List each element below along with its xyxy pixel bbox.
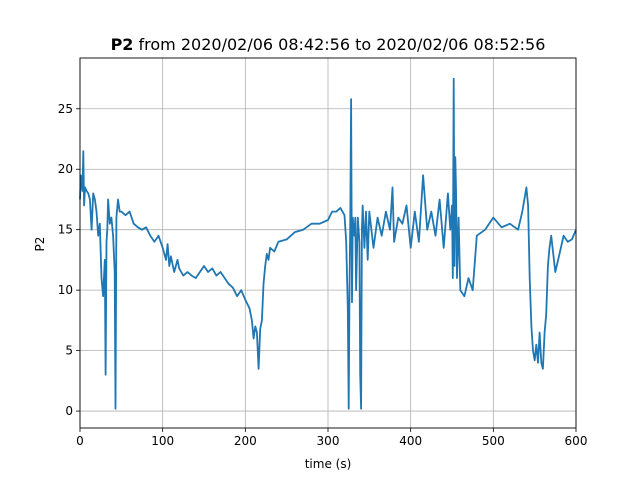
x-tick-label: 600	[565, 434, 588, 448]
x-axis-label: time (s)	[305, 457, 352, 471]
y-axis-label: P2	[33, 237, 47, 252]
series-line-p2	[79, 77, 577, 410]
chart-title-rest: from 2020/02/06 08:42:56 to 2020/02/06 0…	[133, 35, 545, 54]
x-tick-label: 200	[234, 434, 257, 448]
y-tick-label: 5	[65, 344, 73, 358]
y-axis-ticks: 0 5 10 15 20 25	[58, 102, 80, 418]
x-tick-label: 400	[399, 434, 422, 448]
y-tick-label: 0	[65, 404, 73, 418]
chart-title: P2 from 2020/02/06 08:42:56 to 2020/02/0…	[111, 35, 546, 54]
y-tick-label: 10	[58, 283, 73, 297]
y-tick-label: 20	[58, 162, 73, 176]
x-tick-label: 0	[76, 434, 84, 448]
x-axis-ticks: 0 100 200 300 400 500 600	[76, 428, 587, 448]
x-tick-label: 100	[151, 434, 174, 448]
y-tick-label: 15	[58, 223, 73, 237]
y-tick-label: 25	[58, 102, 73, 116]
x-tick-label: 300	[317, 434, 340, 448]
chart-title-bold: P2	[111, 35, 134, 54]
x-tick-label: 500	[482, 434, 505, 448]
